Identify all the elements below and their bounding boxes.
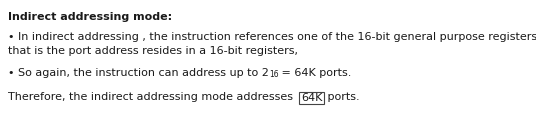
Text: • So again, the instruction can address up to 2: • So again, the instruction can address … <box>8 68 269 78</box>
Text: ports.: ports. <box>324 92 360 102</box>
Text: that is the port address resides in a 16-bit registers,: that is the port address resides in a 16… <box>8 46 298 56</box>
Bar <box>299 92 324 104</box>
Text: Therefore, the indirect addressing mode addresses: Therefore, the indirect addressing mode … <box>8 92 300 102</box>
Text: Indirect addressing mode:: Indirect addressing mode: <box>8 12 172 22</box>
Text: • In indirect addressing , the instruction references one of the 16-bit general : • In indirect addressing , the instructi… <box>8 32 536 42</box>
Text: = 64K ports.: = 64K ports. <box>279 68 352 78</box>
Text: 16: 16 <box>269 70 279 79</box>
Text: 64K: 64K <box>301 93 322 103</box>
